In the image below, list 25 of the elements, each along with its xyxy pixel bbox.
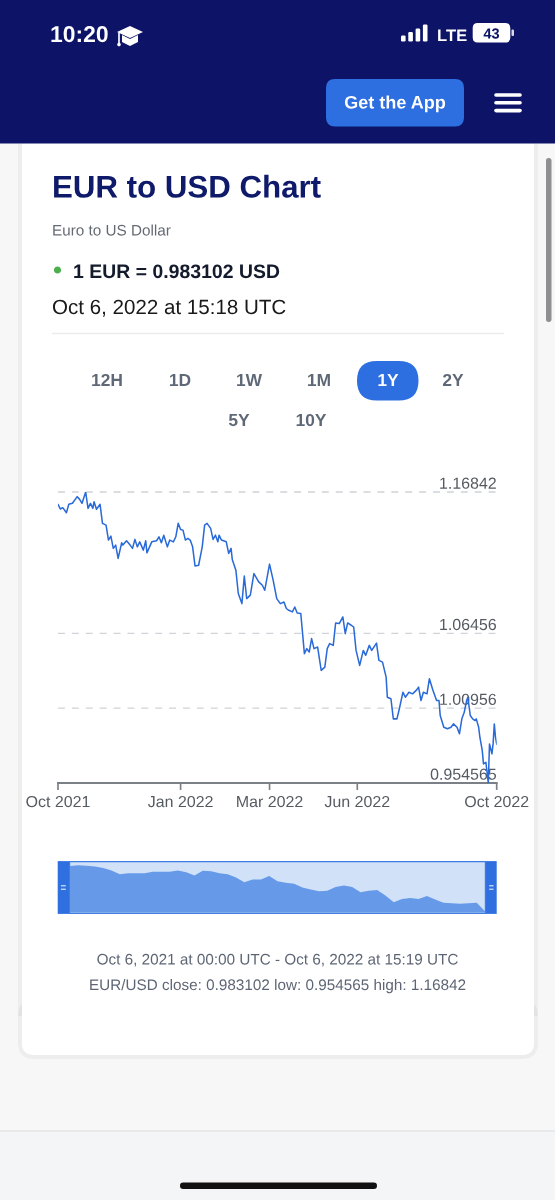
text: 2Y: [442, 373, 464, 386]
y-tick-label: 1.06456: [440, 618, 496, 631]
text: 5Y: [228, 414, 250, 427]
text: LTE: [438, 29, 467, 41]
x-tick-label: Oct 2022: [465, 795, 529, 808]
text: 1M: [308, 374, 330, 386]
text: Oct 6, 2021 at 00:00 UTC - Oct 6, 2022 at 15:19 UTC: [97, 953, 458, 967]
text: 43: [483, 28, 500, 39]
text: 12H: [92, 373, 122, 386]
chart-title: EUR to USD Chart: [54, 174, 321, 198]
text: Oct 6, 2022 at 15:18 UTC: [52, 299, 286, 317]
x-tick-label: Jan 2022: [147, 795, 213, 808]
x-tick-label: Jun 2022: [324, 795, 390, 808]
text: 1W: [237, 374, 262, 386]
text: Get the App: [344, 95, 446, 113]
chart-subtitle: Euro to US Dollar: [53, 224, 171, 236]
text: EUR/USD close: 0.983102 low: 0.954565 high: 1.16842: [90, 978, 466, 994]
y-tick-label: 1.16842: [440, 477, 496, 489]
text: 10:20: [51, 26, 108, 43]
x-tick-label: Oct 2021: [26, 795, 90, 808]
x-tick-label: Mar 2022: [237, 795, 303, 808]
text: 1Y: [378, 374, 399, 386]
text: 10Y: [296, 413, 327, 427]
text: 1 EUR = 0.983102 USD: [74, 264, 280, 279]
text: 1D: [170, 374, 191, 386]
